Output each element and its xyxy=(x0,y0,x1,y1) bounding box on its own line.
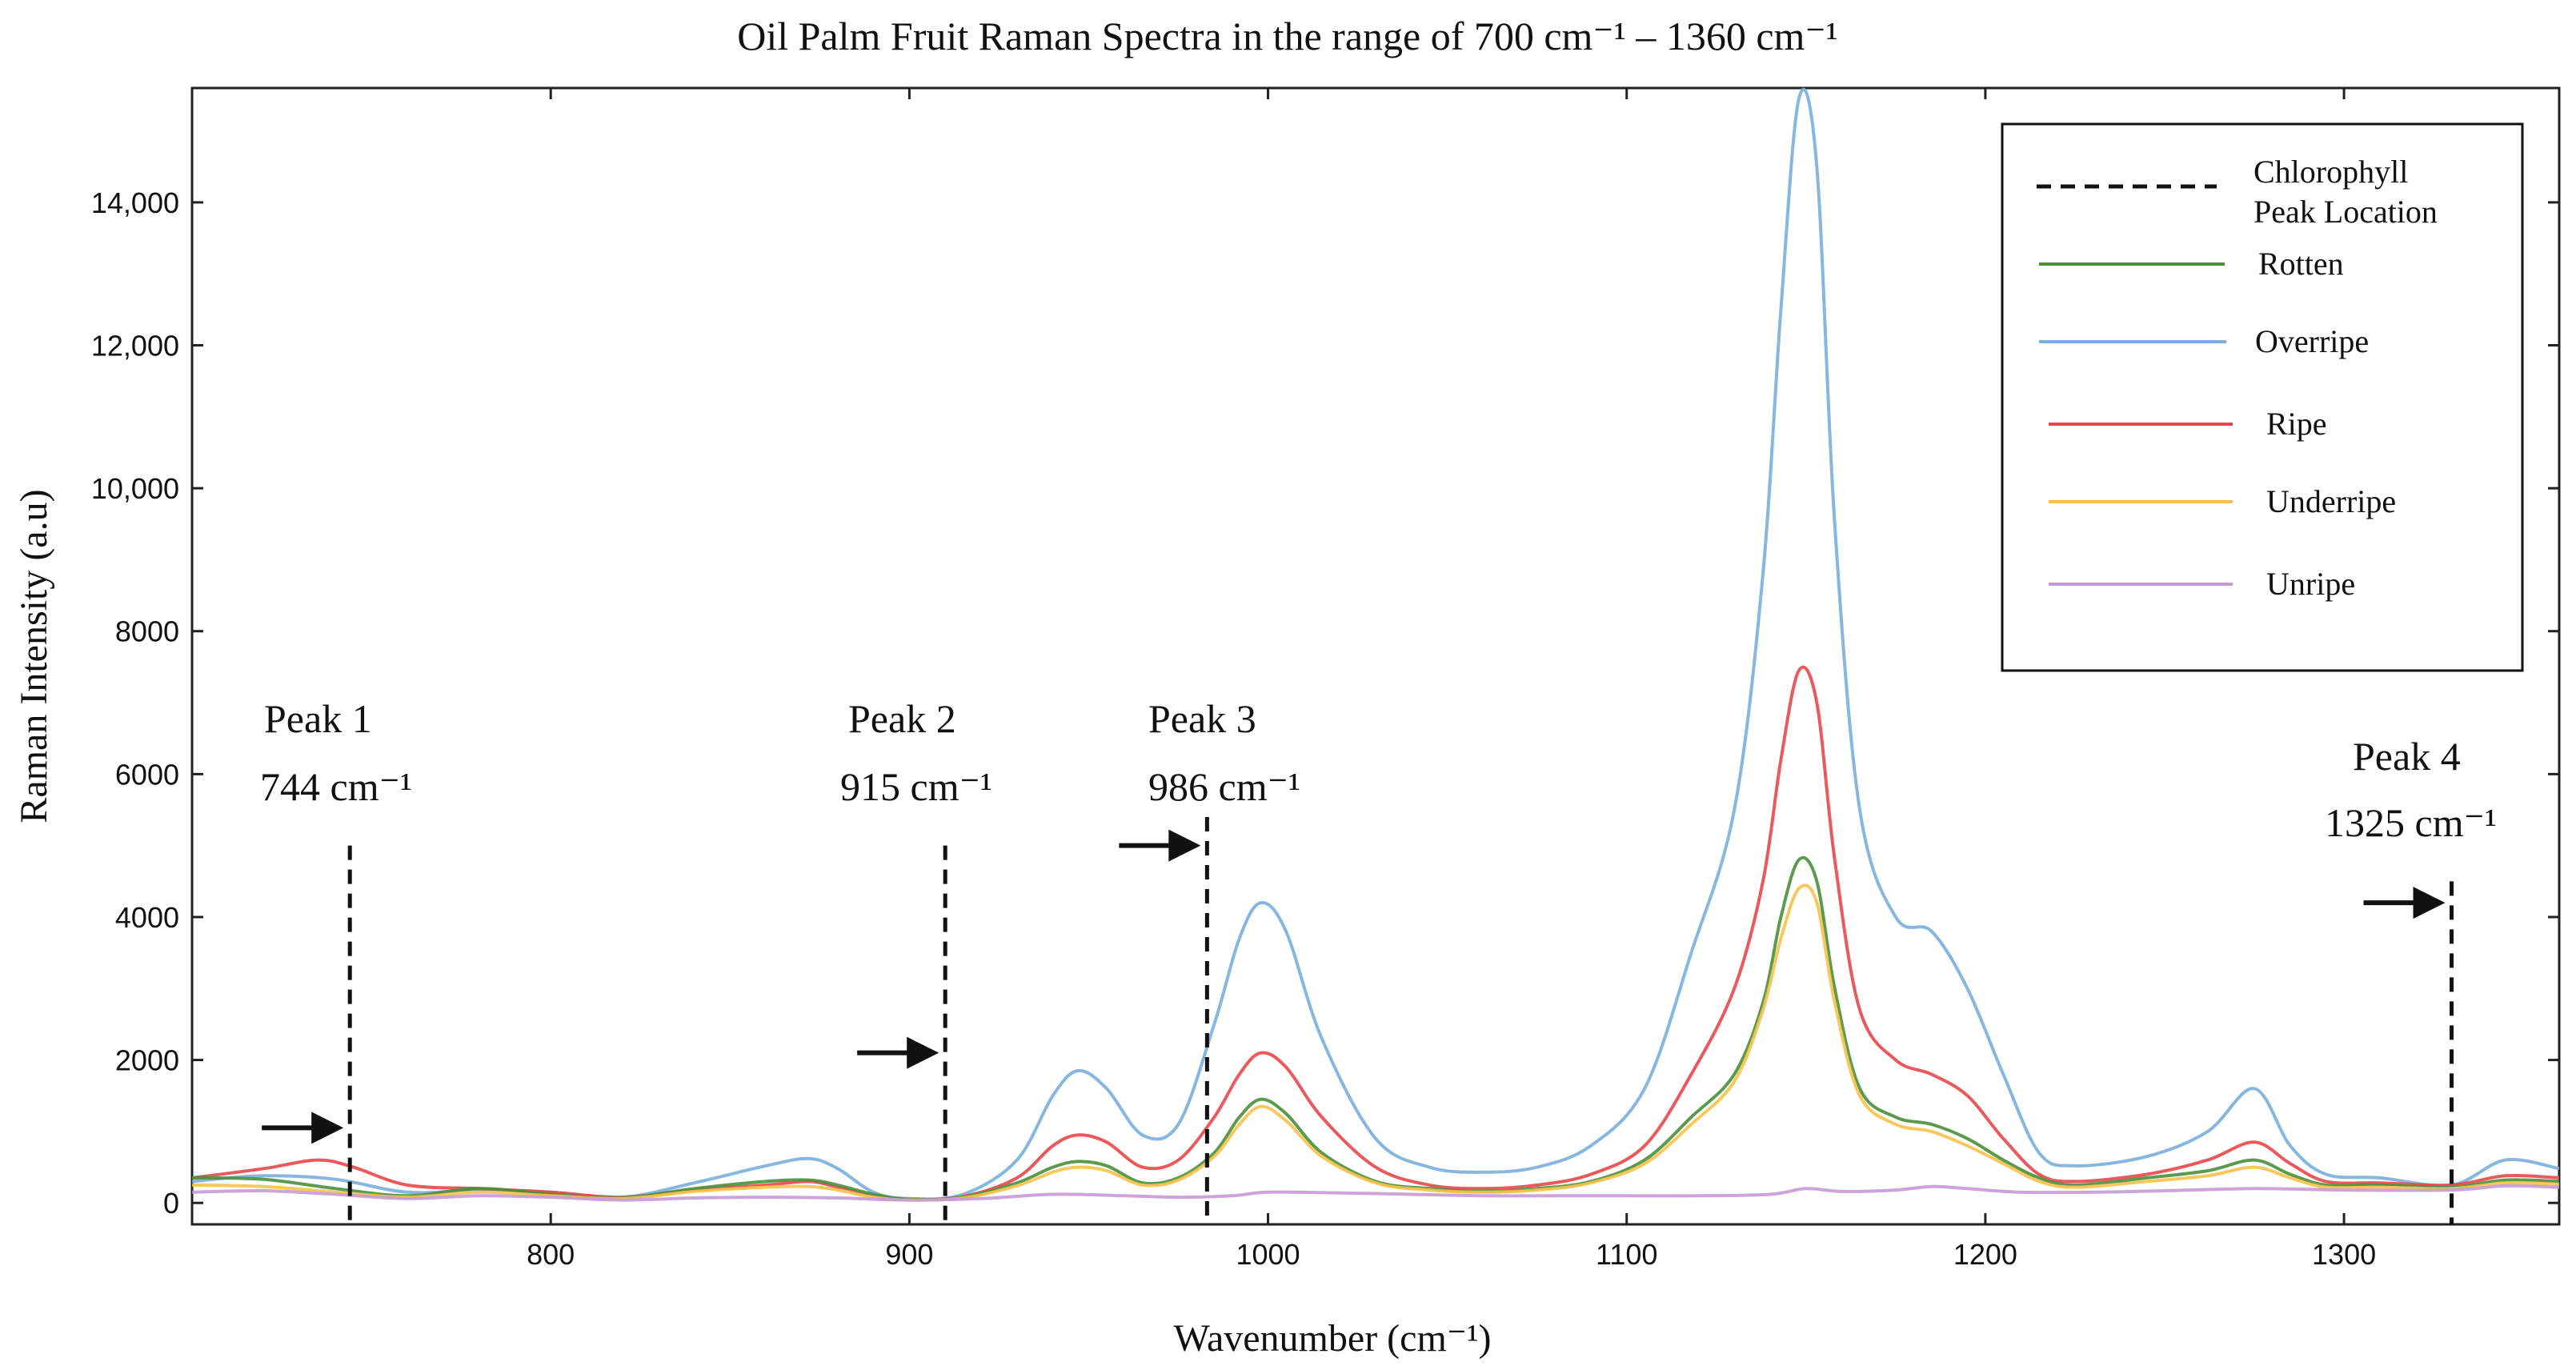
legend-label-unripe: Unripe xyxy=(2266,566,2355,602)
x-tick-label-900: 900 xyxy=(885,1238,933,1271)
x-tick-label-800: 800 xyxy=(527,1238,575,1271)
x-axis-ticks: 800 900 1000 1100 1200 1300 xyxy=(527,88,2376,1271)
peak-wavenumber-3: 986 cm⁻¹ xyxy=(1148,764,1300,809)
peak-name-4: Peak 4 xyxy=(2353,734,2461,779)
y-tick-label-0: 0 xyxy=(163,1187,179,1220)
peak-arrow-head-2 xyxy=(907,1036,939,1069)
y-axis-ticks: 0 2000 4000 6000 8000 10,000 12,000 14,000 xyxy=(91,186,2559,1220)
peak-wavenumber-1: 744 cm⁻¹ xyxy=(260,764,412,809)
x-tick-label-1300: 1300 xyxy=(2312,1238,2376,1271)
legend-box xyxy=(2001,122,2524,672)
peak-name-2: Peak 2 xyxy=(848,696,956,741)
y-tick-label-2000: 2000 xyxy=(115,1044,179,1077)
peak-annotations: Peak 1 744 cm⁻¹ Peak 2 915 cm⁻¹ Peak 3 986 cm… xyxy=(260,696,2497,1224)
chart-title: Oil Palm Fruit Raman Spectra in the rang… xyxy=(737,14,1838,58)
x-tick-label-1100: 1100 xyxy=(1596,1238,1657,1271)
series-line-ripe xyxy=(191,665,2560,1201)
peak-arrow-head-1 xyxy=(311,1112,344,1144)
legend-label-chlorophyll-2: Peak Location xyxy=(2253,194,2438,230)
legend-label-overripe: Overripe xyxy=(2255,323,2369,359)
series-line-unripe xyxy=(191,1184,2560,1202)
peak-arrow-head-4 xyxy=(2413,887,2446,919)
peak-arrow-head-3 xyxy=(1168,829,1201,862)
series-line-overripe xyxy=(191,87,2560,1201)
y-tick-label-10000: 10,000 xyxy=(91,472,179,505)
y-tick-label-12000: 12,000 xyxy=(91,330,179,363)
y-axis-label: Raman Intensity (a.u) xyxy=(13,489,55,823)
series-line-rotten xyxy=(191,855,2560,1202)
peak-wavenumber-4: 1325 cm⁻¹ xyxy=(2325,800,2497,845)
y-tick-label-6000: 6000 xyxy=(115,758,179,791)
x-tick-label-1200: 1200 xyxy=(1953,1238,2017,1271)
series-line-underripe xyxy=(191,883,2560,1202)
peak-wavenumber-2: 915 cm⁻¹ xyxy=(840,764,992,809)
x-axis-label: Wavenumber (cm⁻¹) xyxy=(1173,1317,1491,1360)
legend-label-chlorophyll-1: Chlorophyll xyxy=(2253,154,2408,190)
peak-name-1: Peak 1 xyxy=(264,696,372,741)
x-tick-label-1000: 1000 xyxy=(1236,1238,1300,1271)
legend-label-ripe: Ripe xyxy=(2266,406,2327,442)
y-tick-label-14000: 14,000 xyxy=(91,186,179,219)
y-tick-label-4000: 4000 xyxy=(115,901,179,934)
plot-frame xyxy=(190,86,2561,1226)
series-group xyxy=(191,87,2560,1202)
peak-name-3: Peak 3 xyxy=(1148,696,1256,741)
y-tick-label-8000: 8000 xyxy=(115,615,179,648)
legend-label-underripe: Underripe xyxy=(2266,483,2396,519)
legend: Chlorophyll Peak Location Rotten Overrip… xyxy=(2001,122,2524,672)
legend-label-rotten: Rotten xyxy=(2258,246,2344,282)
